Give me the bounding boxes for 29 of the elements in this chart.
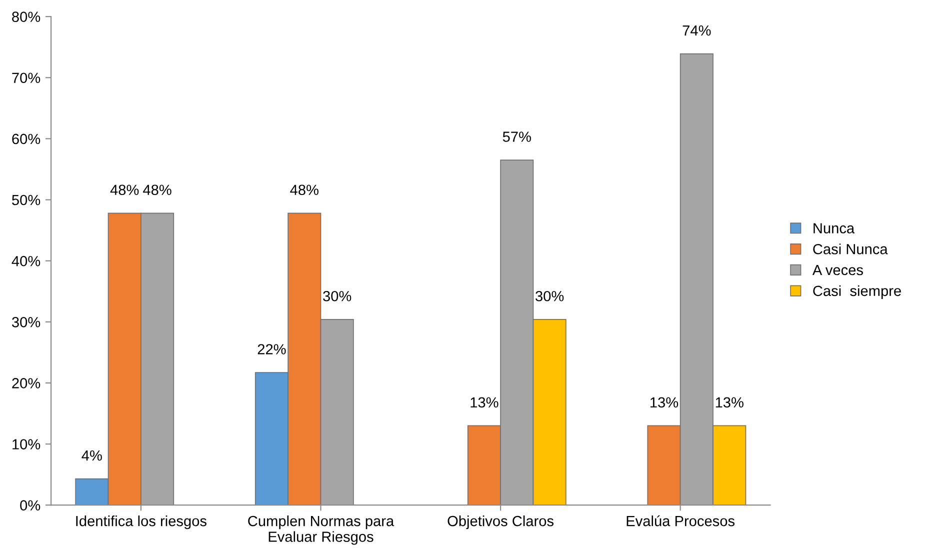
y-tick-label: 20% bbox=[12, 378, 40, 388]
data-label: 48% bbox=[290, 184, 318, 196]
data-label: 57% bbox=[502, 132, 531, 142]
legend-label: Nunca bbox=[814, 223, 855, 234]
legend-label: Casi siempre bbox=[813, 285, 901, 299]
data-label: 22% bbox=[258, 344, 286, 354]
y-tick-label: 30% bbox=[12, 316, 40, 328]
x-tick-label: Cumplen Normas para Evaluar Riesgos bbox=[248, 515, 394, 545]
data-label: 30% bbox=[323, 290, 352, 302]
data-label: 30% bbox=[536, 290, 564, 302]
y-tick-label: 0% bbox=[20, 500, 40, 511]
legend-label: Casi Nunca bbox=[813, 244, 888, 254]
data-label: 13% bbox=[650, 397, 678, 408]
y-tick-label: 40% bbox=[12, 256, 40, 266]
x-tick-label: Identifica los riesgos bbox=[76, 515, 206, 530]
x-tick-label: Objetivos Claros bbox=[448, 515, 554, 530]
legend-label: A veces bbox=[812, 265, 863, 276]
data-label: 4% bbox=[82, 450, 102, 461]
y-tick-label: 80% bbox=[12, 12, 40, 22]
data-label: 13% bbox=[716, 397, 744, 408]
x-tick-label: Evalúa Procesos bbox=[626, 515, 735, 526]
data-label: 48% bbox=[143, 184, 172, 196]
data-label: 13% bbox=[470, 397, 498, 408]
y-tick-label: 60% bbox=[12, 134, 40, 144]
y-tick-label: 10% bbox=[12, 439, 40, 450]
y-tick-label: 70% bbox=[12, 72, 40, 84]
data-label: 74% bbox=[682, 25, 711, 36]
data-label: 48% bbox=[110, 184, 139, 196]
y-tick-label: 50% bbox=[12, 194, 40, 206]
